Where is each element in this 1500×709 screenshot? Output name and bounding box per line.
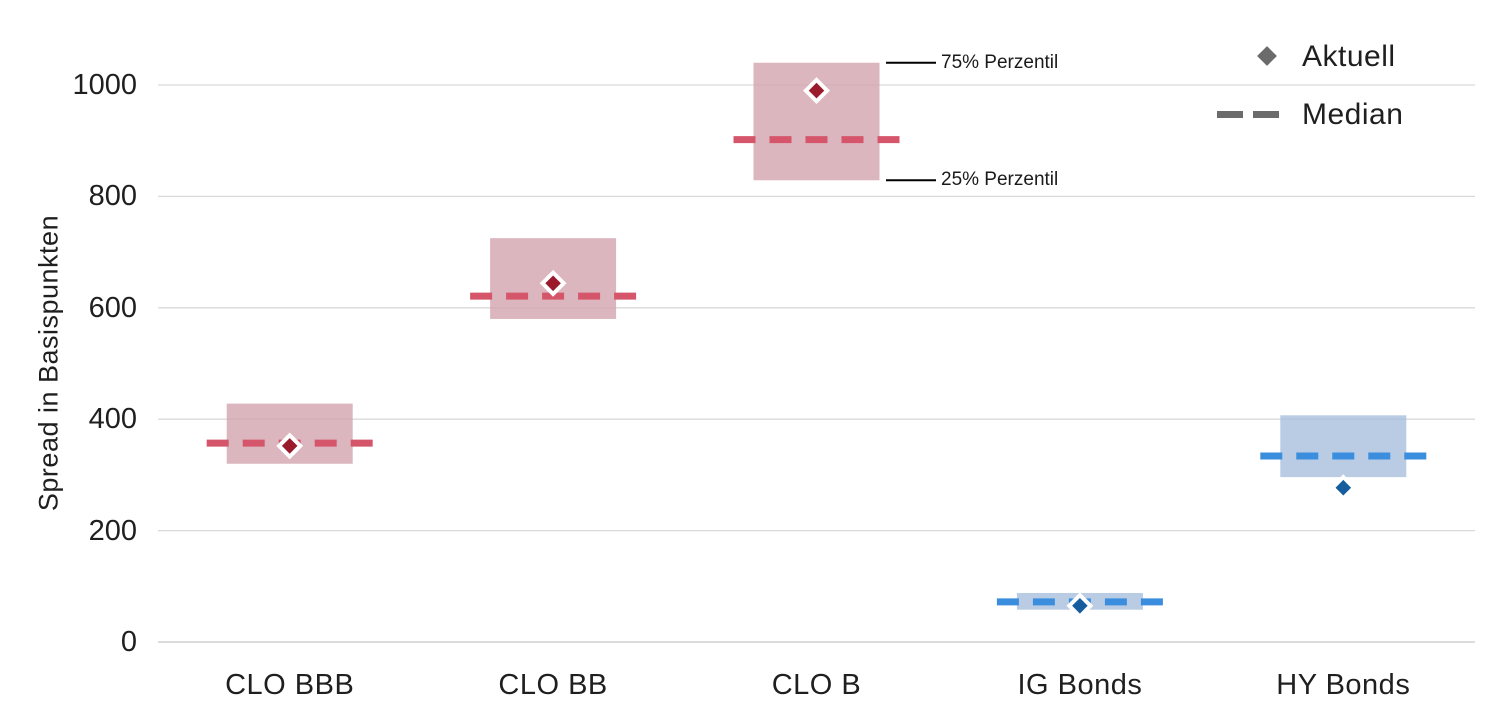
aktuell-marker-clo-bbb xyxy=(276,432,304,460)
aktuell-marker-ig-bonds xyxy=(1066,592,1094,620)
aktuell-marker-clo-b xyxy=(803,77,830,105)
y-tick-label-400: 400 xyxy=(88,403,137,436)
category-label-clo-bbb: CLO BBB xyxy=(225,669,355,701)
category-label-ig-bonds: IG Bonds xyxy=(1017,669,1143,701)
annotation-25-perzentil: 25% Perzentil xyxy=(941,169,1059,191)
dash-icon xyxy=(1217,111,1243,118)
y-tick-label-200: 200 xyxy=(88,514,137,547)
legend-label-median: Median xyxy=(1302,98,1404,131)
category-label-hy-bonds: HY Bonds xyxy=(1276,669,1411,701)
y-axis-title: Spread in Basispunkten xyxy=(33,214,64,512)
legend-item-median: Median xyxy=(1208,86,1498,144)
y-tick-label-800: 800 xyxy=(88,180,137,213)
diamond-icon xyxy=(1257,46,1277,66)
annotation-75-perzentil: 75% Perzentil xyxy=(941,51,1059,73)
aktuell-marker-clo-bb xyxy=(539,269,567,297)
legend: Aktuell Median xyxy=(1208,28,1498,144)
category-label-clo-b: CLO B xyxy=(771,669,862,701)
y-tick-label-600: 600 xyxy=(88,291,137,324)
aktuell-marker-hy-bonds xyxy=(1329,474,1357,502)
dash-icon xyxy=(1253,111,1279,118)
y-tick-label-1000: 1000 xyxy=(72,69,137,101)
legend-item-aktuell: Aktuell xyxy=(1208,28,1498,86)
category-label-clo-bb: CLO BB xyxy=(498,669,608,701)
box-hy-bonds xyxy=(1280,415,1407,478)
y-tick-label-0: 0 xyxy=(120,626,137,658)
legend-label-aktuell: Aktuell xyxy=(1302,40,1396,73)
